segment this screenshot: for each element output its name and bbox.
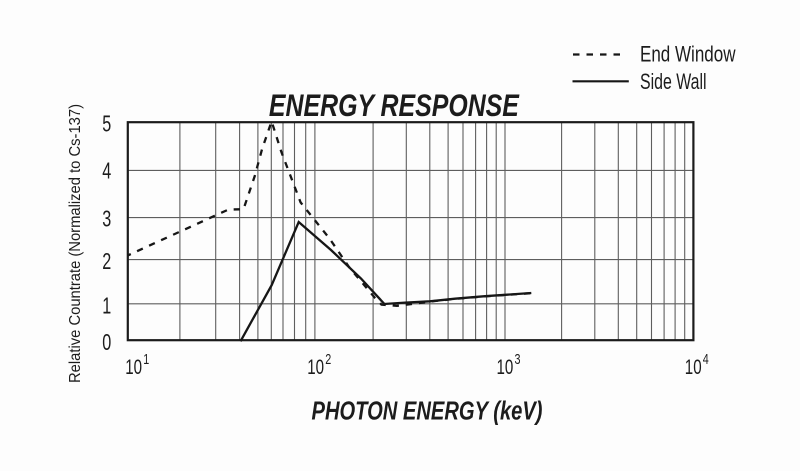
svg-text:4: 4 bbox=[703, 351, 709, 368]
svg-text:3: 3 bbox=[515, 351, 521, 368]
svg-text:10: 10 bbox=[307, 356, 324, 379]
svg-text:0: 0 bbox=[102, 329, 111, 355]
svg-text:Relative Countrate (Normalized: Relative Countrate (Normalized to Cs-137… bbox=[67, 104, 84, 383]
svg-text:10: 10 bbox=[685, 356, 702, 379]
svg-text:2: 2 bbox=[325, 351, 331, 368]
svg-text:ENERGY RESPONSE: ENERGY RESPONSE bbox=[269, 87, 520, 123]
svg-text:PHOTON ENERGY (keV): PHOTON ENERGY (keV) bbox=[312, 396, 543, 426]
svg-text:3: 3 bbox=[102, 205, 111, 231]
svg-text:10: 10 bbox=[125, 356, 142, 379]
svg-text:4: 4 bbox=[102, 157, 111, 183]
svg-text:End Window: End Window bbox=[640, 41, 736, 66]
svg-text:2: 2 bbox=[102, 248, 111, 274]
svg-text:1: 1 bbox=[102, 292, 111, 318]
svg-text:10: 10 bbox=[497, 356, 514, 379]
svg-text:Side Wall: Side Wall bbox=[640, 69, 707, 94]
svg-text:5: 5 bbox=[102, 111, 111, 137]
svg-text:1: 1 bbox=[143, 351, 149, 368]
